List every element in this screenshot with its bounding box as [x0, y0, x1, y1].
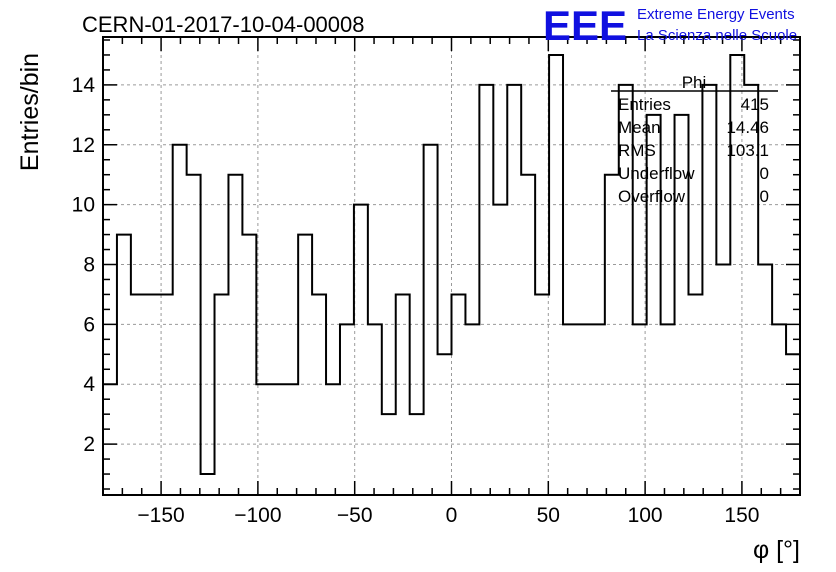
tick-labels: −150 −100 −50 0 50 100 150 2 4 6 8 10 12 14 — [72, 74, 760, 527]
y-tick-label: 6 — [83, 313, 95, 336]
histogram-bin — [424, 145, 438, 495]
histogram-bin — [117, 235, 131, 495]
stats-value: 103.1 — [726, 141, 769, 160]
histogram-bin — [772, 324, 786, 495]
y-tick-label: 10 — [72, 194, 95, 217]
histogram-bin — [228, 175, 242, 495]
x-tick-label: 50 — [537, 504, 560, 527]
x-tick-label: −50 — [337, 504, 373, 527]
stats-label: RMS — [618, 141, 656, 160]
histogram-line — [103, 53, 800, 476]
histogram-bin — [242, 235, 256, 495]
y-tick-label: 4 — [83, 373, 95, 396]
histogram-bin — [605, 175, 619, 495]
y-tick-label: 8 — [83, 254, 95, 277]
histogram-bin — [661, 324, 675, 495]
logo-line-1: Extreme Energy Events — [637, 6, 795, 23]
histogram-bin — [215, 294, 229, 495]
stats-label: Overflow — [618, 187, 686, 206]
histogram-bin — [633, 324, 647, 495]
stats-value: 415 — [741, 95, 769, 114]
x-tick-label: −150 — [137, 504, 184, 527]
histogram-bin — [187, 175, 201, 495]
histogram-bin — [284, 384, 298, 495]
histogram-bin — [368, 324, 382, 495]
histogram-bin — [493, 205, 507, 495]
x-axis-label: φ [°] — [753, 536, 800, 564]
stats-label: Mean — [618, 118, 661, 137]
histogram-bin — [702, 85, 716, 495]
histogram-bin — [577, 324, 591, 495]
axes — [102, 36, 801, 496]
logo-letters: EEE — [543, 2, 627, 49]
histogram-bin — [591, 324, 605, 495]
logo-line-2: La Scienza nelle Scuole — [637, 27, 797, 44]
histogram-bin — [103, 384, 117, 495]
histogram-bin — [438, 354, 452, 495]
histogram-bin — [688, 294, 702, 495]
histogram-bin — [410, 414, 424, 495]
grid-lines — [103, 37, 800, 495]
stats-value: 14.46 — [726, 118, 769, 137]
eee-logo: EEE Extreme Energy Events La Scienza nel… — [543, 2, 797, 49]
stats-label: Entries — [618, 95, 671, 114]
chart-title: CERN-01-2017-10-04-00008 — [82, 12, 365, 37]
histogram-bin — [340, 324, 354, 495]
histogram-bin — [716, 265, 730, 495]
histogram-bin — [382, 414, 396, 495]
x-tick-label: −100 — [234, 504, 281, 527]
histogram-bin — [507, 85, 521, 495]
y-tick-label: 14 — [72, 74, 96, 97]
histogram-bin — [270, 384, 284, 495]
histogram-bin — [326, 384, 340, 495]
histogram-bin — [256, 384, 270, 495]
stats-label: Underflow — [618, 164, 695, 183]
histogram-bin — [354, 205, 368, 495]
stats-value: 0 — [760, 187, 769, 206]
y-tick-label: 2 — [83, 433, 95, 456]
y-tick-label: 12 — [72, 134, 95, 157]
histogram-series — [103, 53, 800, 495]
histogram-bin — [298, 235, 312, 495]
histogram-bin — [465, 324, 479, 495]
x-tick-label: 0 — [446, 504, 458, 527]
y-axis-label: Entries/bin — [16, 53, 44, 171]
histogram-bin — [549, 55, 563, 495]
x-tick-label: 100 — [628, 504, 663, 527]
histogram-bin — [563, 324, 577, 495]
stats-box: Phi Entries 415 Mean 14.46 RMS 103.1 Underflow… — [611, 73, 778, 206]
histogram-bin — [131, 294, 145, 495]
stats-title: Phi — [682, 73, 707, 92]
histogram-bin — [173, 145, 187, 495]
histogram-bin — [758, 265, 772, 495]
x-tick-label: 150 — [724, 504, 759, 527]
histogram-bin — [479, 85, 493, 495]
histogram-bin — [201, 474, 215, 495]
stats-value: 0 — [760, 164, 769, 183]
histogram-bin — [521, 175, 535, 495]
